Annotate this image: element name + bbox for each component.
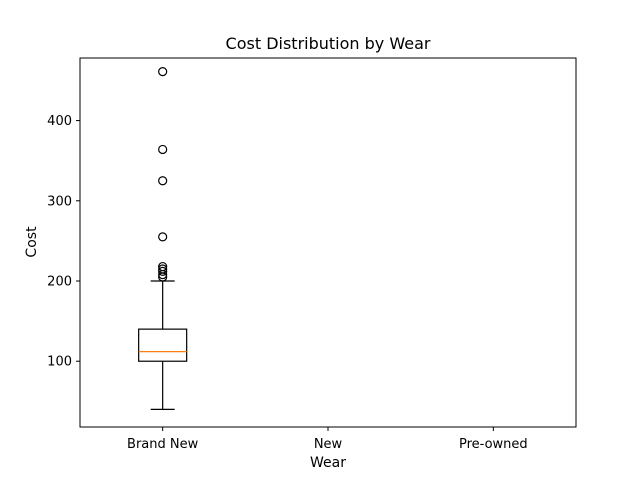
x-axis-ticks: Brand New New Pre-owned [127, 427, 528, 452]
chart-title: Cost Distribution by Wear [226, 34, 431, 53]
y-tick-label: 400 [47, 114, 72, 129]
y-tick-label: 300 [47, 194, 72, 209]
outlier-point [158, 232, 168, 242]
plot-frame [79, 57, 577, 428]
y-tick-label: 200 [47, 275, 72, 290]
outlier-point [158, 261, 168, 272]
x-axis-label: Wear [310, 455, 346, 471]
x-tick-label: Brand New [127, 437, 199, 452]
outlier-point [158, 144, 168, 155]
plot-marks [138, 67, 188, 410]
y-tick-label: 100 [47, 355, 72, 370]
iqr-box [138, 328, 188, 362]
x-tick-label: Pre-owned [459, 437, 528, 452]
box-group [138, 67, 188, 410]
outlier-point [158, 264, 168, 274]
outlier-point [158, 176, 168, 186]
outlier-point [158, 67, 168, 77]
x-tick-label: New [314, 437, 343, 452]
outlier-point [158, 266, 168, 276]
y-axis-label: Cost [24, 226, 40, 258]
y-axis-ticks: 100 200 300 400 [47, 114, 80, 370]
